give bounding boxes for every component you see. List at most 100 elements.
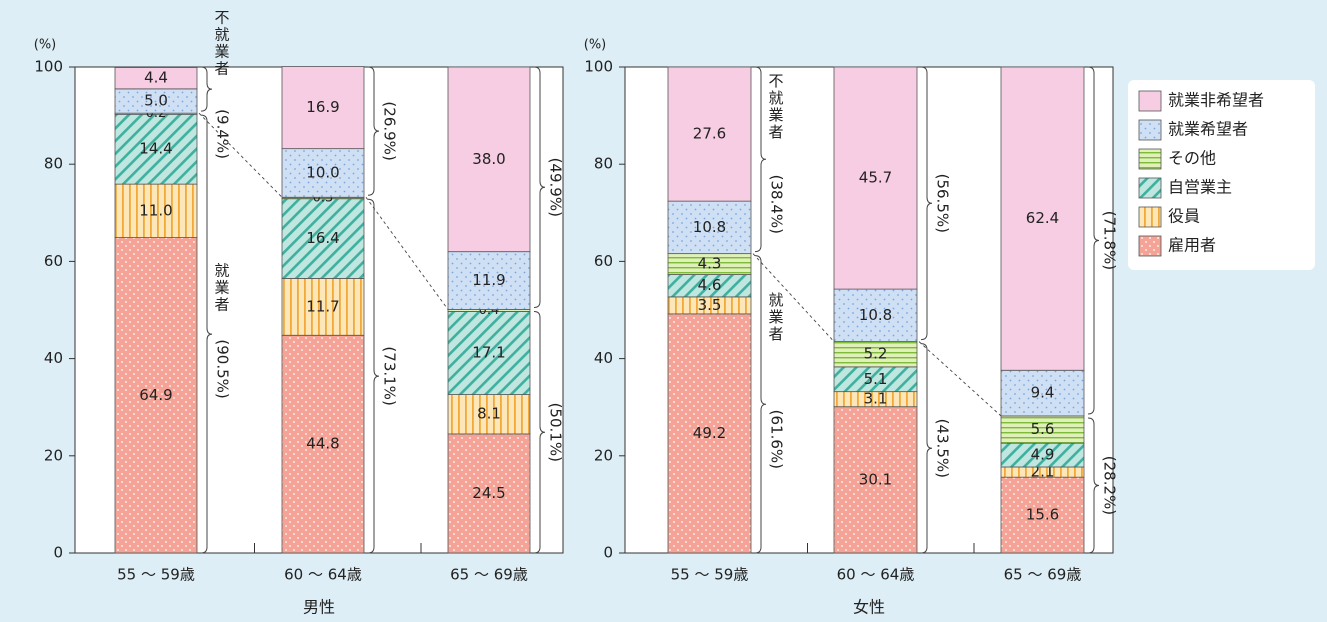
male-connector-line bbox=[198, 112, 283, 198]
female-employed-label: 者 bbox=[768, 325, 783, 343]
male-employed-bracket bbox=[200, 114, 213, 554]
female-employed-bracket bbox=[754, 255, 767, 554]
female-not-employed-label: 者 bbox=[768, 123, 783, 141]
male-not-employed-bracket bbox=[533, 66, 546, 309]
male-data-label-non-seeker: 38.0 bbox=[472, 150, 505, 168]
male-data-label-self-employed: 16.4 bbox=[306, 229, 339, 247]
male-bar-non-seeker bbox=[114, 67, 198, 90]
male-not-employed-label: 不 bbox=[214, 9, 229, 27]
female-bar-job-seeker bbox=[833, 288, 918, 342]
legend-swatch-other bbox=[1138, 148, 1162, 170]
female-data-label-job-seeker: 9.4 bbox=[1031, 384, 1055, 402]
female-employed-bracket bbox=[920, 343, 933, 554]
female-y-tick-label: 80 bbox=[594, 155, 613, 173]
male-bar-job-seeker bbox=[114, 88, 198, 114]
legend-swatch-executive bbox=[1138, 206, 1162, 228]
female-data-label-employee: 15.6 bbox=[1026, 506, 1059, 524]
female-data-label-non-seeker: 62.4 bbox=[1026, 209, 1059, 227]
male-not-employed-share-label: (9.4%) bbox=[214, 109, 232, 159]
legend-label-job-seeker: 就業希望者 bbox=[1168, 120, 1248, 139]
male-not-employed-label: 者 bbox=[214, 60, 229, 78]
male-data-label-job-seeker: 11.9 bbox=[472, 271, 505, 289]
male-x-tick-label: 55 ～ 59歳 bbox=[117, 566, 195, 584]
female-y-axis-unit: (%) bbox=[584, 38, 607, 53]
female-y-tick-label: 40 bbox=[594, 349, 613, 367]
male-bar-employee bbox=[281, 334, 365, 554]
female-data-label-employee: 49.2 bbox=[693, 424, 726, 442]
male-y-tick-label: 60 bbox=[44, 252, 63, 270]
male-data-label-non-seeker: 16.9 bbox=[306, 98, 339, 116]
legend-label-executive: 役員 bbox=[1168, 207, 1200, 226]
legend-label-non-seeker: 就業非希望者 bbox=[1168, 91, 1264, 110]
female-y-tick-label: 60 bbox=[594, 252, 613, 270]
male-employed-label: 業 bbox=[214, 279, 229, 297]
female-not-employed-label: 就 bbox=[768, 89, 783, 107]
male-not-employed-bracket bbox=[367, 66, 380, 196]
male-not-employed-bracket bbox=[200, 66, 213, 112]
male-data-label-executive: 11.0 bbox=[139, 201, 172, 219]
female-not-employed-share-label: (71.8%) bbox=[1101, 211, 1119, 270]
male-bar-executive bbox=[114, 183, 198, 238]
legend-swatch-non-seeker bbox=[1138, 90, 1162, 112]
male-bar-executive bbox=[281, 278, 365, 336]
male-data-label-job-seeker: 5.0 bbox=[144, 92, 168, 110]
female-data-label-self-employed: 4.9 bbox=[1031, 446, 1055, 464]
female-not-employed-share-label: (38.4%) bbox=[768, 175, 786, 234]
male-data-label-job-seeker: 10.0 bbox=[306, 163, 339, 181]
female-bar-employee bbox=[833, 406, 918, 554]
female-x-tick-label: 55 ～ 59歳 bbox=[671, 566, 749, 584]
male-x-axis-label: 男性 bbox=[303, 598, 335, 617]
male-data-label-executive: 8.1 bbox=[477, 405, 501, 423]
legend-swatch-employee bbox=[1138, 235, 1162, 257]
male-bar-job-seeker bbox=[281, 148, 365, 198]
male-bar-self-employed bbox=[447, 311, 531, 395]
female-employed-bracket bbox=[1087, 417, 1100, 554]
male-x-tick-label: 65 ～ 69歳 bbox=[450, 566, 528, 584]
female-bar-other bbox=[1000, 415, 1085, 444]
female-bar-other bbox=[833, 341, 918, 368]
female-data-label-executive: 3.1 bbox=[864, 390, 888, 408]
male-y-tick-label: 20 bbox=[44, 446, 63, 464]
male-data-label-non-seeker: 4.4 bbox=[144, 69, 168, 87]
male-bar-executive bbox=[447, 394, 531, 435]
female-not-employed-bracket bbox=[1087, 66, 1100, 415]
female-employed-share-label: (43.5%) bbox=[934, 419, 952, 478]
legend-swatch-job-seeker bbox=[1138, 119, 1162, 141]
female-data-label-job-seeker: 10.8 bbox=[693, 218, 726, 236]
male-data-label-self-employed: 14.4 bbox=[139, 140, 172, 158]
female-x-axis-label: 女性 bbox=[853, 598, 885, 617]
female-data-label-other: 5.2 bbox=[864, 345, 888, 363]
male-employed-bracket bbox=[533, 311, 546, 554]
female-x-tick-label: 65 ～ 69歳 bbox=[1004, 566, 1082, 584]
male-employed-label: 就 bbox=[214, 262, 229, 280]
female-data-label-non-seeker: 45.7 bbox=[859, 169, 892, 187]
male-data-label-employee: 64.9 bbox=[139, 386, 172, 404]
male-not-employed-label: 就 bbox=[214, 26, 229, 44]
male-employed-share-label: (90.5%) bbox=[214, 339, 232, 398]
female-connector-line bbox=[752, 253, 835, 342]
female-y-tick-label: 100 bbox=[584, 58, 613, 76]
female-bar-job-seeker bbox=[1000, 369, 1085, 417]
male-y-tick-label: 0 bbox=[53, 544, 63, 562]
female-employed-label: 就 bbox=[768, 291, 783, 309]
legend-label-other: その他 bbox=[1168, 149, 1216, 168]
male-bar-non-seeker bbox=[281, 66, 365, 150]
female-connector-line bbox=[918, 341, 1002, 417]
legend-swatch-self-employed bbox=[1138, 177, 1162, 199]
female-bar-non-seeker bbox=[1000, 66, 1085, 371]
female-not-employed-bracket bbox=[754, 66, 767, 253]
female-y-tick-label: 0 bbox=[603, 544, 613, 562]
male-data-label-employee: 24.5 bbox=[472, 484, 505, 502]
male-employed-bracket bbox=[367, 198, 380, 554]
male-x-tick-label: 60 ～ 64歳 bbox=[284, 566, 362, 584]
female-bar-employee bbox=[1000, 476, 1085, 554]
male-bar-self-employed bbox=[114, 113, 198, 185]
male-data-label-employee: 44.8 bbox=[306, 435, 339, 453]
male-employed-label: 者 bbox=[214, 296, 229, 314]
legend-label-self-employed: 自営業主 bbox=[1168, 178, 1232, 197]
female-data-label-other: 4.3 bbox=[698, 255, 722, 273]
female-data-label-job-seeker: 10.8 bbox=[859, 306, 892, 324]
male-not-employed-share-label: (26.9%) bbox=[381, 101, 399, 160]
male-bar-employee bbox=[114, 237, 198, 554]
